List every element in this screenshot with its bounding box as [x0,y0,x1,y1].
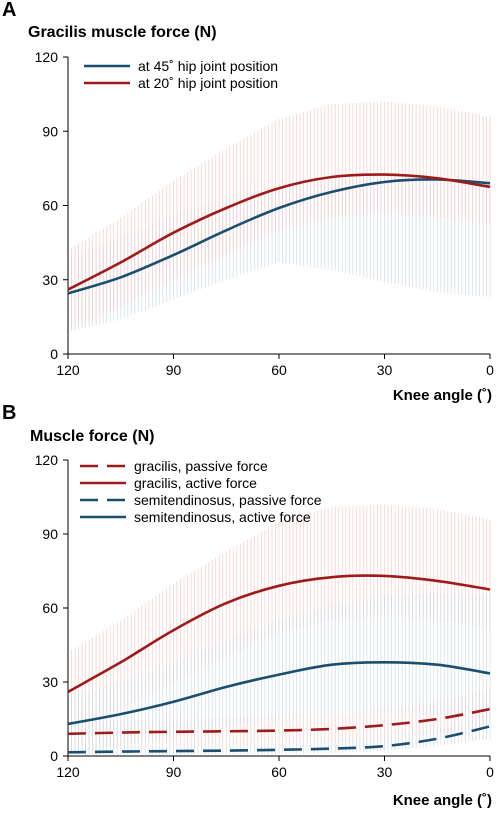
error-bands-b [67,504,491,755]
x-tick-label: 0 [486,764,494,780]
y-tick-label: 30 [42,272,58,288]
series-line-a-1 [67,173,491,291]
panel-a-title: Gracilis muscle force (N) [28,24,217,41]
panel-a-x-axis-label: Knee angle (˚) [393,387,492,404]
panel-b: B Muscle force (N) 0 30 60 90 120 120 90 60 30 0 g… [2,402,494,809]
y-tick-label: 30 [42,674,58,690]
error-band-a-1 [67,101,491,330]
panel-b-title: Muscle force (N) [30,428,154,445]
error-bands-a [67,101,491,332]
x-tick-label: 60 [271,764,287,780]
legend-label: semitendinosus, passive force [134,492,322,508]
panel-letter-b: B [2,402,16,424]
x-tick-label: 90 [166,362,182,378]
series-line-a-0 [67,178,491,295]
series-line-b-0 [67,707,491,736]
y-tick-label: 0 [50,748,58,764]
panel-a: A Gracilis muscle force (N) 0 30 60 90 120 12… [2,0,494,404]
x-tick-label: 30 [377,362,393,378]
y-tick-label: 60 [42,600,58,616]
error-band-b-3 [67,593,491,754]
plot-area-b: 0 30 60 90 120 120 90 60 30 0 gracilis, passive fo… [35,452,494,780]
legend-label: at 45˚ hip joint position [138,58,278,74]
legend-label: semitendinosus, active force [134,509,311,525]
y-tick-label: 60 [42,198,58,214]
y-tick-label: 90 [42,526,58,542]
panel-letter-a: A [2,0,16,21]
x-tick-label: 120 [56,362,80,378]
legend-label: at 20˚ hip joint position [138,75,278,91]
y-tick-label: 120 [35,452,59,468]
y-tick-label: 0 [50,346,58,362]
x-tick-label: 120 [56,764,80,780]
x-tick-label: 0 [486,362,494,378]
x-tick-label: 90 [166,764,182,780]
x-tick-label: 30 [377,764,393,780]
legend-label: gracilis, passive force [134,458,268,474]
y-tick-label: 120 [35,49,59,65]
panel-b-x-axis-label: Knee angle (˚) [393,792,492,809]
plot-area-a: 0 30 60 90 120 120 90 60 30 0 at 45˚ hip joint pos… [35,49,494,378]
y-tick-label: 90 [42,123,58,139]
series-line-b-1 [67,574,491,694]
series-line-b-2 [67,725,491,754]
x-tick-label: 60 [271,362,287,378]
series-line-b-3 [67,660,491,726]
legend-label: gracilis, active force [134,475,257,491]
